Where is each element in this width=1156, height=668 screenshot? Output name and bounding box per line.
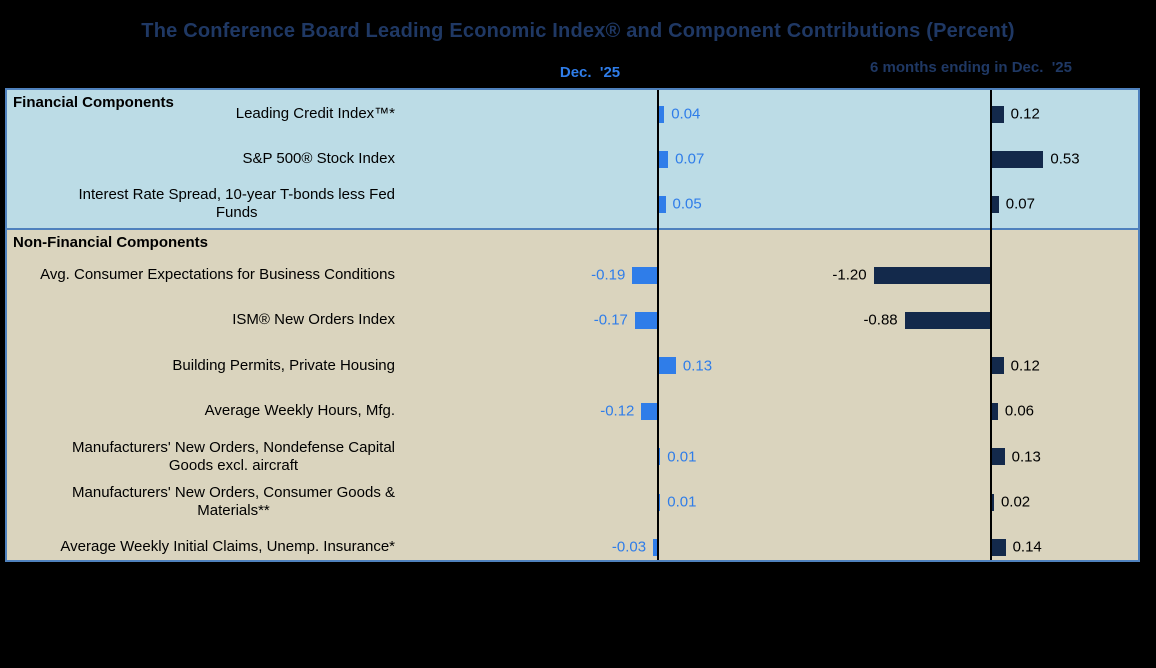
category-label: Manufacturers' New Orders, Nondefense Ca… xyxy=(71,438,395,474)
six-month-value: -0.88 xyxy=(863,311,898,329)
six-month-bar xyxy=(992,105,1004,123)
six-month-bar xyxy=(992,493,994,511)
category-label: Manufacturers' New Orders, Consumer Good… xyxy=(72,484,395,519)
six-month-bar xyxy=(992,538,1006,556)
six-month-bar xyxy=(904,311,990,329)
category-label: Leading Credit Index™* xyxy=(235,105,395,122)
six-month-value: 0.13 xyxy=(1011,448,1041,466)
financial-section: Financial Components xyxy=(7,90,1138,230)
category-label: S&P 500® Stock Index xyxy=(242,150,395,167)
six-month-value: 0.12 xyxy=(1010,357,1040,375)
financial-section-header: Financial Components xyxy=(13,94,174,111)
six-month-value: 0.06 xyxy=(1004,402,1035,420)
nonfinancial-section-header: Non-Financial Components xyxy=(13,234,208,251)
dec-value: -0.03 xyxy=(611,538,647,556)
dec-bar xyxy=(659,493,661,511)
six-month-value: 0.14 xyxy=(1012,538,1042,556)
dec-value: 0.01 xyxy=(667,493,697,511)
dec-bar xyxy=(659,195,666,213)
six-month-value: 0.02 xyxy=(1000,493,1031,511)
chart-title: The Conference Board Leading Economic In… xyxy=(141,20,1015,42)
dec-value: 0.07 xyxy=(675,150,705,168)
dec-bar xyxy=(632,266,657,284)
category-label: Avg. Consumer Expectations for Business … xyxy=(40,266,395,283)
dec-bar xyxy=(641,402,657,420)
category-label: Average Weekly Hours, Mfg. xyxy=(204,402,395,420)
six-month-value: 0.53 xyxy=(1050,150,1080,168)
dec-value: 0.05 xyxy=(672,195,702,213)
dec-bar xyxy=(659,150,669,168)
dec-value: 0.13 xyxy=(682,357,713,375)
dec-column-header: Dec. '25 xyxy=(559,64,621,81)
category-label: Average Weekly Initial Claims, Unemp. In… xyxy=(60,538,395,556)
dec-value: 0.04 xyxy=(671,105,701,123)
category-label: Building Permits, Private Housing xyxy=(172,356,395,374)
six-month-bar xyxy=(992,402,998,420)
dec-value: -0.19 xyxy=(591,266,626,284)
dec-bar xyxy=(659,105,665,123)
six-month-value: -1.20 xyxy=(832,266,867,284)
dec-value: -0.17 xyxy=(593,311,628,329)
six-month-axis-line xyxy=(990,90,992,560)
dec-bar xyxy=(653,538,657,556)
six-month-bar xyxy=(992,150,1044,168)
six-month-value: 0.07 xyxy=(1005,195,1035,213)
rows-layer: Leading Credit Index™* 0.04 0.12 S&P 500® S… xyxy=(7,90,1138,560)
six-month-bar xyxy=(992,448,1005,466)
dec-bar xyxy=(659,448,661,466)
six-month-bar xyxy=(992,357,1004,375)
chart-panel: Financial Components Non-Financial Compo… xyxy=(5,88,1140,562)
six-month-value: 0.12 xyxy=(1010,105,1040,123)
dec-bar xyxy=(634,311,657,329)
dec-value: 0.01 xyxy=(667,448,697,466)
six-month-column-header: 6 months ending in Dec. '25 xyxy=(870,59,1072,76)
category-label: ISM® New Orders Index xyxy=(232,311,395,329)
dec-bar xyxy=(659,357,676,375)
six-month-bar xyxy=(873,266,990,284)
six-month-bar xyxy=(992,195,999,213)
category-label: Interest Rate Spread, 10-year T-bonds le… xyxy=(78,186,395,221)
dec-value: -0.12 xyxy=(600,402,635,420)
dec-axis-line xyxy=(657,90,659,560)
nonfinancial-section: Non-Financial Components xyxy=(7,230,1138,560)
